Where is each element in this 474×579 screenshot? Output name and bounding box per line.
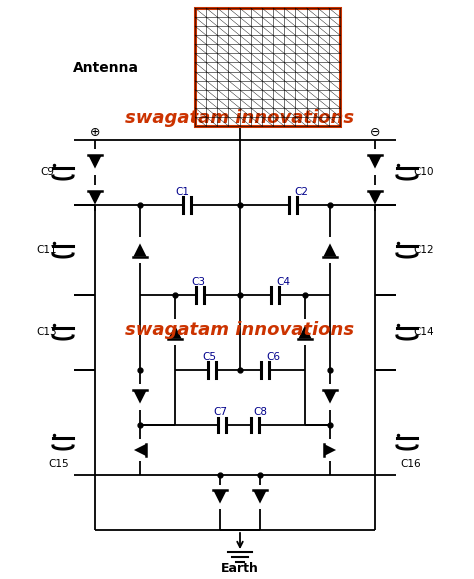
Text: C12: C12 <box>414 245 434 255</box>
Polygon shape <box>368 155 382 168</box>
Polygon shape <box>323 243 337 256</box>
Polygon shape <box>254 490 266 504</box>
Polygon shape <box>134 444 146 456</box>
Polygon shape <box>133 390 146 404</box>
Text: ⊕: ⊕ <box>90 126 100 138</box>
Text: Antenna: Antenna <box>73 61 139 75</box>
Polygon shape <box>323 390 337 404</box>
Text: C11: C11 <box>36 245 57 255</box>
Text: C1: C1 <box>175 187 189 197</box>
Text: C4: C4 <box>276 277 290 287</box>
Text: C8: C8 <box>253 407 267 417</box>
Text: Earth: Earth <box>221 562 259 574</box>
Polygon shape <box>213 490 227 504</box>
Polygon shape <box>324 444 336 456</box>
Text: ⊖: ⊖ <box>370 126 380 138</box>
Polygon shape <box>168 325 182 339</box>
Bar <box>195 8 340 126</box>
Text: C6: C6 <box>266 352 280 362</box>
Text: C16: C16 <box>401 459 421 469</box>
Polygon shape <box>368 192 382 204</box>
Text: C13: C13 <box>36 327 57 337</box>
Text: C3: C3 <box>191 277 205 287</box>
Polygon shape <box>88 155 101 168</box>
Text: C15: C15 <box>49 459 69 469</box>
Text: C2: C2 <box>294 187 308 197</box>
Polygon shape <box>299 325 311 339</box>
Text: swagatam innovations: swagatam innovations <box>126 109 355 127</box>
Polygon shape <box>88 192 101 204</box>
Text: C7: C7 <box>213 407 227 417</box>
Polygon shape <box>133 243 146 256</box>
Text: C10: C10 <box>414 167 434 177</box>
Text: C5: C5 <box>202 352 216 362</box>
Text: C14: C14 <box>414 327 434 337</box>
Text: C9: C9 <box>40 167 54 177</box>
Text: swagatam innovations: swagatam innovations <box>126 321 355 339</box>
